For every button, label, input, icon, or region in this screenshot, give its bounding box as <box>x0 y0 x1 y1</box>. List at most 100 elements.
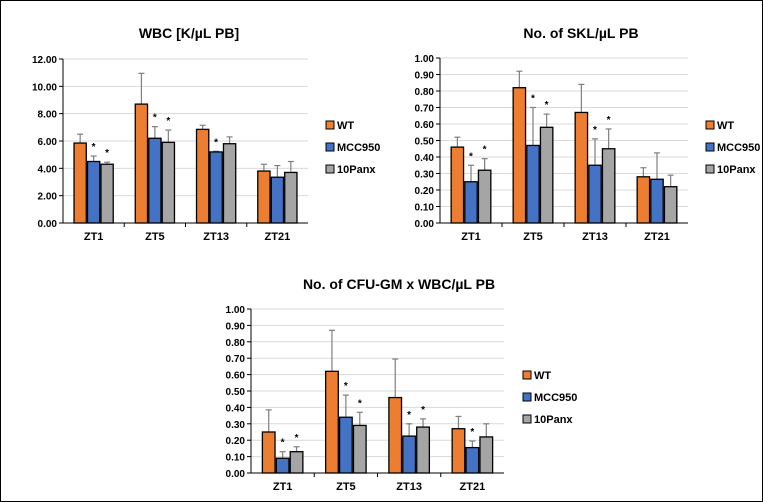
y-tick-label: 0.30 <box>226 420 246 431</box>
bar-wt <box>261 431 276 474</box>
bar-wt <box>73 142 87 224</box>
legend-label: WT <box>337 120 354 132</box>
x-category-label: ZT13 <box>396 481 422 493</box>
significance-star: * <box>214 137 218 148</box>
legend-swatch <box>705 142 715 152</box>
y-tick-label: 0.60 <box>226 371 246 382</box>
significance-star: * <box>344 381 348 392</box>
y-tick-label: 2.00 <box>38 192 58 203</box>
bar-10panx <box>477 169 492 224</box>
significance-star: * <box>358 398 362 409</box>
legend-swatch <box>325 164 335 174</box>
y-tick-label: 1.00 <box>226 305 246 316</box>
significance-star: * <box>421 405 425 416</box>
y-tick-label: 0.70 <box>226 354 246 365</box>
legend-swatch <box>325 142 335 152</box>
significance-star: * <box>407 410 411 421</box>
y-tick-label: 0.20 <box>415 186 435 197</box>
x-category-label: ZT21 <box>644 231 670 243</box>
y-tick-label: 0.80 <box>226 338 246 349</box>
y-tick-label: 0.90 <box>226 321 246 332</box>
legend-label: WT <box>717 120 734 132</box>
significance-star: * <box>153 113 157 124</box>
legend-swatch <box>705 164 715 174</box>
bar-mcc950 <box>588 164 602 224</box>
y-tick-label: 0.50 <box>226 387 246 398</box>
bar-mcc950 <box>465 446 480 474</box>
y-tick-label: 12.00 <box>32 55 57 66</box>
legend-label: MCC950 <box>337 142 380 154</box>
legend-label: 10Panx <box>717 164 756 176</box>
bar-wt <box>451 428 466 474</box>
y-tick-label: 0.50 <box>415 137 435 148</box>
legend-swatch <box>522 370 532 380</box>
x-category-label: ZT5 <box>336 481 356 493</box>
y-tick-label: 1.00 <box>415 54 435 65</box>
y-tick-label: 0.40 <box>415 153 435 164</box>
bar-10panx <box>479 436 494 474</box>
y-tick-label: 4.00 <box>38 164 58 175</box>
bar-mcc950 <box>270 176 285 224</box>
bar-10panx <box>663 186 678 224</box>
significance-star: * <box>593 125 597 136</box>
legend-swatch <box>522 392 532 402</box>
bar-mcc950 <box>402 435 417 474</box>
y-tick-label: 0.80 <box>415 87 435 98</box>
bar-wt <box>324 370 339 474</box>
bar-10panx <box>100 163 114 224</box>
significance-star: * <box>470 427 474 438</box>
bar-mcc950 <box>338 416 353 474</box>
bar-10panx <box>284 171 298 224</box>
bar-mcc950 <box>464 181 478 224</box>
y-tick-label: 0.90 <box>415 71 435 82</box>
chart-3: No. of CFU-GM x WBC/µL PB 0.00 0.10 0.20 0.3… <box>226 276 578 493</box>
significance-star: * <box>281 438 285 449</box>
chart-1: WBC [K/µL PB] 0.00 2.00 4.00 6.00 8.00 10.00 12… <box>32 25 380 243</box>
bar-10panx <box>352 424 367 474</box>
bar-10panx <box>222 143 237 224</box>
x-category-label: ZT5 <box>523 231 543 243</box>
bar-wt <box>257 170 271 224</box>
chart-title: No. of SKL/µL PB <box>523 25 638 41</box>
x-category-label: ZT5 <box>145 231 165 243</box>
bar-wt <box>512 87 527 224</box>
y-tick-label: 0.20 <box>226 436 246 447</box>
bar-mcc950 <box>526 144 540 224</box>
significance-star: * <box>483 145 487 156</box>
y-tick-label: 0.00 <box>226 469 246 480</box>
y-tick-label: 8.00 <box>38 110 58 121</box>
y-tick-label: 0.60 <box>415 120 435 131</box>
bar-10panx <box>416 426 431 474</box>
x-category-label: ZT1 <box>461 231 481 243</box>
significance-star: * <box>607 115 611 126</box>
legend-label: WT <box>534 370 551 382</box>
legend: WT MCC950 10Panx <box>705 120 760 176</box>
y-tick-label: 10.00 <box>32 82 57 93</box>
y-tick-label: 0.70 <box>415 104 435 115</box>
y-tick-label: 0.10 <box>226 453 246 464</box>
chart-2: No. of SKL/µL PB 0.00 0.10 0.20 0.30 0.40 0.50… <box>415 25 761 243</box>
bar-10panx <box>289 451 304 474</box>
y-tick-label: 0.00 <box>38 219 58 230</box>
bar-wt <box>388 396 403 474</box>
bar-mcc950 <box>148 137 162 224</box>
bar-wt <box>574 111 589 224</box>
bar-mcc950 <box>650 178 664 224</box>
y-tick-label: 6.00 <box>38 137 58 148</box>
bar-mcc950 <box>86 160 101 224</box>
legend-label: MCC950 <box>534 392 577 404</box>
significance-star: * <box>531 94 535 105</box>
chart-title: WBC [K/µL PB] <box>139 25 239 41</box>
bar-10panx <box>539 126 554 224</box>
significance-star: * <box>105 148 109 159</box>
y-tick-label: 0.40 <box>226 403 246 414</box>
y-tick-label: 0.10 <box>415 203 435 214</box>
bar-10panx <box>601 148 616 224</box>
bar-wt <box>636 176 651 224</box>
bar-10panx <box>161 141 176 224</box>
legend-swatch <box>705 120 715 130</box>
x-category-label: ZT1 <box>273 481 293 493</box>
legend-swatch <box>522 414 532 424</box>
x-category-label: ZT13 <box>203 231 229 243</box>
